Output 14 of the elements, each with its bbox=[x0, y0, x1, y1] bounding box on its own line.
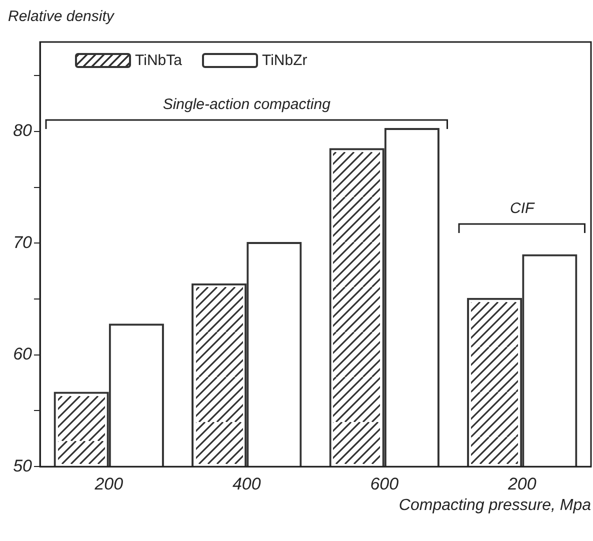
legend-label: TiNbZr bbox=[262, 52, 308, 69]
x-tick-label: 400 bbox=[232, 474, 262, 494]
legend-label: TiNbTa bbox=[135, 52, 182, 69]
annotation: Single-action compacting bbox=[162, 96, 330, 114]
y-tick-label: 80 bbox=[13, 121, 33, 140]
x-axis-title: Compacting pressure, Mpa bbox=[398, 496, 591, 515]
y-tick-label: 70 bbox=[13, 232, 33, 252]
x-tick-label: 200 bbox=[94, 474, 124, 494]
y-axis-title: Relative density bbox=[8, 8, 114, 25]
x-tick-label: 200 bbox=[506, 474, 537, 494]
y-tick-label: 50 bbox=[13, 456, 33, 476]
annotation: CIF bbox=[510, 200, 534, 218]
y-tick-label: 60 bbox=[13, 344, 33, 364]
x-tick-label: 600 bbox=[370, 474, 400, 494]
